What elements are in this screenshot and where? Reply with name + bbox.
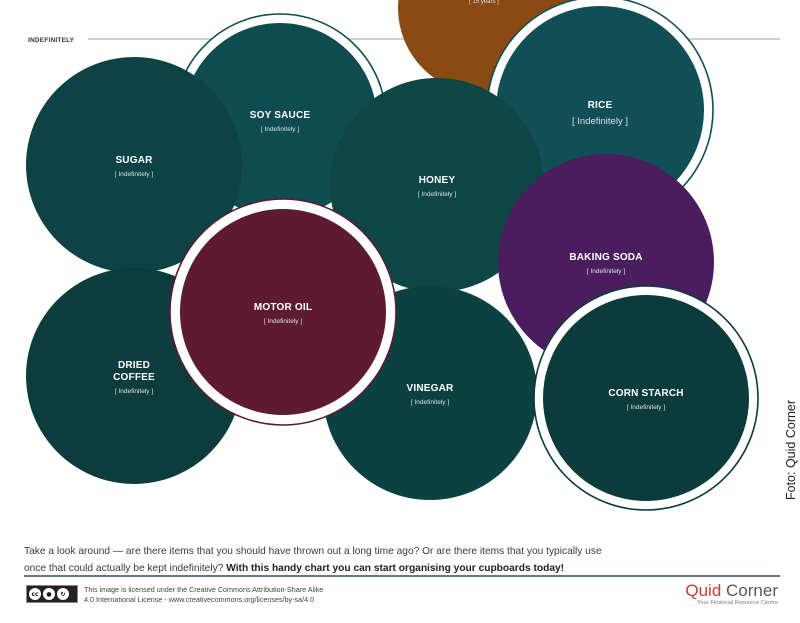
bubble-name-corn-starch: CORN STARCH (608, 388, 683, 399)
bubble-honey: HONEY [ Indefinitely ] (330, 78, 544, 292)
bubble-name-sugar: SUGAR (115, 155, 153, 166)
bubble-duration-rice: [ Indefinitely ] (572, 116, 628, 127)
bubble-duration-baking-soda: [ Indefinitely ] (587, 268, 625, 275)
brand-name-part2: Corner (726, 581, 778, 600)
photo-credit: Foto: Quid Corner (784, 399, 798, 500)
bubble-duration-dried-coffee: [ Indefinitely ] (115, 388, 153, 395)
bubble-name-dried-coffee: DRIED COFFEE (113, 360, 155, 383)
brand-logo: Quid Corner Your Financial Resource Cent… (685, 581, 778, 606)
bubble-circle-motor-oil (180, 209, 386, 415)
section-label: INDEFINITELY (28, 37, 75, 44)
bubble-circle-honey (330, 78, 544, 292)
bubble-name-motor-oil: MOTOR OIL (254, 302, 312, 313)
brand-tagline: Your Financial Resource Centre (697, 600, 778, 606)
cc-icon: cc (29, 588, 41, 600)
bubble-name-soy-sauce: SOY SAUCE (250, 110, 311, 121)
bubble-chart: INDEFINITELY [ 15 years ] SOY SAUCE [ Inde… (26, 0, 780, 511)
license-line-2: 4.0 International License - www.creative… (84, 594, 315, 604)
bubble-duration-corn-starch: [ Indefinitely ] (627, 404, 665, 411)
bubble-circle-sugar (26, 57, 242, 273)
bubble-name-honey: HONEY (419, 175, 456, 186)
intro-paragraph: Take a look around — are there items tha… (24, 543, 614, 577)
creative-commons-badge: cc ● ↻ (26, 585, 78, 603)
bubble-motor-oil: MOTOR OIL [ Indefinitely ] (169, 198, 397, 426)
bubble-duration-top-partial: [ 15 years ] (469, 0, 499, 5)
intro-bold-text: With this handy chart you can start orga… (226, 563, 565, 575)
bubble-duration-vinegar: [ Indefinitely ] (411, 399, 449, 406)
bubble-name-rice: RICE (588, 100, 613, 111)
bubble-duration-sugar: [ Indefinitely ] (115, 171, 153, 178)
brand-name: Quid Corner (685, 581, 778, 600)
intro-text: Take a look around — are there items tha… (24, 546, 602, 575)
bubble-duration-soy-sauce: [ Indefinitely ] (261, 126, 299, 133)
brand-name-part1: Quid (685, 581, 722, 600)
bubble-name-baking-soda: BAKING SODA (569, 252, 642, 263)
bubble-name-vinegar: VINEGAR (407, 383, 455, 394)
bubble-circle-corn-starch (543, 295, 749, 501)
footer-divider (24, 575, 780, 577)
bubble-corn-starch: CORN STARCH [ Indefinitely ] (533, 285, 759, 511)
bubble-duration-motor-oil: [ Indefinitely ] (264, 318, 302, 325)
license-line-1: This image is licensed under the Creativ… (84, 585, 324, 594)
license-text: This image is licensed under the Creativ… (84, 585, 384, 604)
bubble-duration-honey: [ Indefinitely ] (418, 191, 456, 198)
bubble-circle-rice (496, 6, 704, 214)
bubble-sugar: SUGAR [ Indefinitely ] (26, 57, 242, 273)
by-icon: ● (43, 588, 55, 600)
sa-icon: ↻ (57, 588, 69, 600)
